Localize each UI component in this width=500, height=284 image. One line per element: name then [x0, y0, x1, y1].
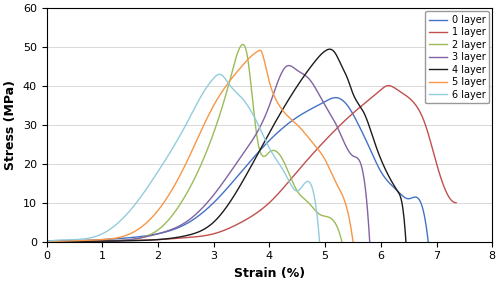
4 layer [403, 240, 409, 243]
2 layer [96, 239, 102, 243]
0 layer [142, 234, 148, 238]
2 layer [218, 110, 224, 114]
3 layer [234, 161, 240, 164]
Line: 0 layer: 0 layer [46, 98, 428, 242]
3 layer [260, 120, 266, 124]
X-axis label: Strain (%): Strain (%) [234, 267, 305, 280]
3 layer [190, 215, 196, 219]
Line: 6 layer: 6 layer [46, 74, 320, 242]
Legend: 0 layer, 1 layer, 2 layer, 3 layer, 4 layer, 5 layer, 6 layer: 0 layer, 1 layer, 2 layer, 3 layer, 4 la… [426, 11, 490, 103]
4 layer [107, 239, 113, 243]
Line: 5 layer: 5 layer [46, 50, 353, 242]
3 layer [366, 240, 372, 243]
2 layer [240, 43, 246, 46]
3 layer [44, 240, 50, 243]
2 layer [44, 240, 50, 243]
2 layer [120, 239, 126, 242]
4 layer [206, 224, 212, 227]
6 layer [44, 240, 50, 243]
5 layer [224, 83, 230, 86]
5 layer [275, 101, 281, 105]
5 layer [122, 234, 128, 237]
0 layer [111, 237, 117, 241]
6 layer [114, 222, 120, 226]
Line: 3 layer: 3 layer [46, 66, 370, 242]
1 layer [44, 240, 50, 243]
5 layer [182, 163, 188, 167]
5 layer [98, 238, 104, 241]
6 layer [216, 73, 222, 76]
6 layer [316, 240, 322, 243]
6 layer [167, 151, 173, 154]
4 layer [44, 240, 50, 243]
4 layer [284, 101, 290, 105]
1 layer [149, 238, 155, 242]
1 layer [285, 181, 291, 184]
0 layer [298, 113, 304, 116]
4 layer [256, 151, 262, 155]
2 layer [266, 151, 272, 154]
0 layer [425, 240, 431, 243]
3 layer [288, 64, 294, 68]
0 layer [331, 96, 337, 99]
3 layer [286, 64, 292, 67]
1 layer [317, 144, 323, 148]
6 layer [250, 112, 256, 116]
4 layer [326, 47, 332, 51]
4 layer [314, 57, 320, 60]
5 layer [350, 240, 356, 243]
Line: 1 layer: 1 layer [46, 86, 456, 242]
0 layer [44, 240, 50, 243]
3 layer [101, 239, 107, 243]
6 layer [226, 83, 232, 86]
1 layer [453, 201, 459, 204]
2 layer [339, 240, 345, 243]
4 layer [136, 239, 142, 242]
6 layer [204, 84, 210, 88]
Line: 4 layer: 4 layer [46, 49, 406, 242]
2 layer [177, 202, 183, 206]
5 layer [257, 49, 263, 52]
Y-axis label: Stress (MPa): Stress (MPa) [4, 80, 17, 170]
0 layer [268, 137, 274, 140]
1 layer [352, 110, 358, 113]
3 layer [126, 238, 132, 241]
1 layer [229, 225, 235, 229]
5 layer [44, 240, 50, 243]
1 layer [116, 239, 122, 242]
1 layer [386, 84, 392, 87]
0 layer [333, 96, 339, 99]
Line: 2 layer: 2 layer [46, 45, 342, 242]
2 layer [241, 44, 247, 47]
5 layer [248, 55, 254, 58]
0 layer [216, 195, 222, 199]
6 layer [92, 235, 98, 238]
